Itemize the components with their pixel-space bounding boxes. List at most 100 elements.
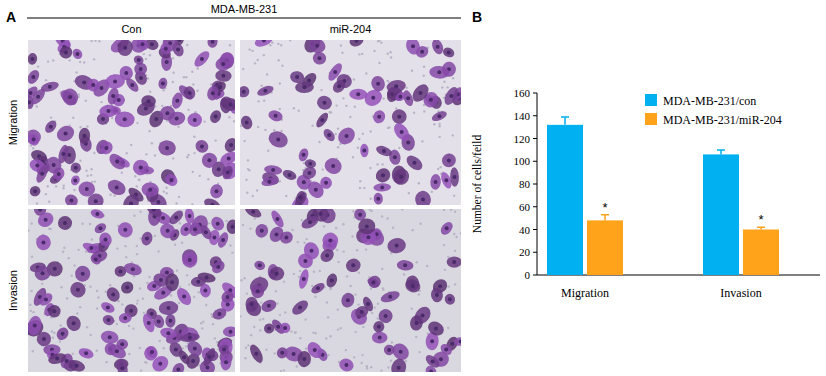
pore — [244, 357, 246, 359]
pore — [450, 209, 452, 211]
cell-nucleus — [400, 130, 404, 134]
pore — [387, 52, 389, 54]
micrograph — [28, 40, 235, 205]
pore — [340, 44, 342, 46]
cell-nucleus — [82, 80, 86, 84]
pore — [245, 347, 247, 349]
cell-nucleus — [158, 362, 162, 366]
micrograph-background — [240, 209, 461, 372]
pore — [62, 251, 64, 253]
pore — [246, 192, 248, 194]
stained-cell — [78, 181, 95, 197]
pore — [441, 86, 443, 88]
cell-nucleus — [429, 369, 433, 372]
pore — [366, 367, 368, 369]
cell-nucleus — [251, 210, 255, 214]
pore — [249, 227, 251, 229]
cell-nucleus — [176, 47, 180, 51]
cell-nucleus — [275, 217, 279, 221]
stained-cell — [404, 40, 422, 56]
pore — [446, 86, 448, 88]
stained-cell — [243, 209, 263, 220]
error-bar — [717, 150, 725, 155]
stained-cell — [360, 144, 369, 158]
cell-nucleus — [205, 276, 209, 280]
pore — [81, 223, 83, 225]
cell-nucleus — [120, 366, 124, 370]
pore — [145, 58, 147, 60]
pore — [438, 136, 440, 138]
y-tick — [533, 115, 537, 116]
cell-nucleus — [130, 83, 134, 87]
pore — [418, 351, 420, 353]
cell-nucleus — [147, 99, 151, 103]
stained-cell — [293, 190, 309, 205]
cell-nucleus — [205, 366, 209, 370]
pore — [365, 248, 367, 250]
pore — [214, 139, 216, 141]
cell-nucleus — [444, 178, 448, 182]
figure-root: AMDA-MB-231ConmiR-204MigrationInvasionBN… — [0, 0, 826, 376]
bar — [743, 230, 779, 276]
stained-cell — [170, 361, 187, 372]
pore — [47, 185, 49, 187]
pore — [455, 236, 457, 238]
stained-cell — [339, 291, 356, 309]
pore — [85, 250, 87, 252]
stained-cell — [85, 76, 102, 93]
cell-nucleus — [447, 50, 451, 54]
stained-cell — [28, 184, 42, 198]
stained-cell — [447, 256, 461, 267]
stained-cell — [71, 47, 85, 61]
pore — [263, 54, 265, 56]
pore — [191, 71, 193, 73]
stained-cell — [216, 231, 230, 249]
stained-cell — [201, 346, 217, 367]
pore — [358, 138, 360, 140]
pore — [262, 318, 264, 320]
pore — [52, 337, 54, 339]
stained-cell — [158, 140, 177, 157]
stained-cell — [358, 218, 376, 235]
cell-nucleus — [229, 330, 233, 334]
pore — [256, 189, 258, 191]
cell-nucleus — [382, 149, 386, 153]
cell-nucleus — [200, 57, 204, 61]
stained-cell — [245, 296, 258, 312]
pore — [174, 243, 176, 245]
cell-nucleus — [267, 326, 271, 330]
stained-cell — [58, 44, 74, 60]
cell-nucleus — [113, 79, 117, 83]
cell-nucleus — [64, 132, 68, 136]
stained-cell — [261, 176, 279, 187]
pore — [91, 238, 93, 240]
cell-nucleus — [228, 103, 232, 107]
error-bar — [757, 227, 765, 229]
cell-nucleus — [308, 162, 312, 166]
pore — [267, 150, 269, 152]
stained-cell — [325, 272, 339, 289]
cell-nucleus — [337, 84, 341, 88]
cell-nucleus — [166, 229, 170, 233]
cell-nucleus — [411, 284, 415, 288]
pore — [411, 229, 413, 231]
pore — [405, 360, 407, 362]
pore — [136, 245, 138, 247]
pore — [352, 210, 354, 212]
cell-nucleus — [221, 238, 225, 242]
pore — [337, 146, 339, 148]
stained-cell — [373, 192, 383, 204]
cell-nucleus — [356, 92, 360, 96]
pore — [50, 116, 52, 118]
stained-cell — [89, 209, 105, 220]
stained-cell — [382, 343, 396, 357]
cell-nucleus — [41, 271, 45, 275]
cell-nucleus — [61, 332, 65, 336]
pore — [443, 80, 445, 82]
pore — [240, 279, 242, 281]
cell-nucleus — [327, 133, 331, 137]
pore — [279, 314, 281, 316]
cell-nucleus — [154, 117, 158, 121]
pore — [369, 130, 371, 132]
stained-cell — [371, 108, 387, 125]
